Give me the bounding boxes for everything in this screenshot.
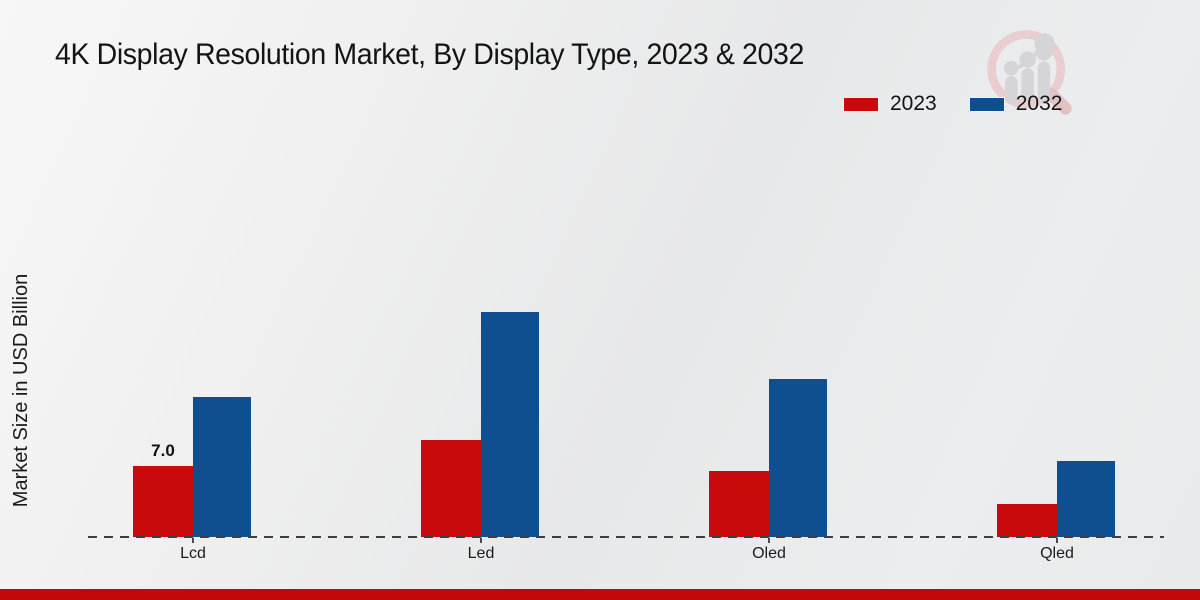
bar-2023-oled [709, 471, 769, 537]
category-label-lcd: Lcd [180, 545, 206, 562]
bar-2023-qled [997, 503, 1057, 537]
legend: 2023 2032 [843, 92, 1062, 116]
category-label-oled: Oled [752, 545, 786, 562]
legend-item-2032: 2032 [968, 92, 1063, 116]
x-axis-tick-qled [1056, 538, 1058, 543]
bar-2032-oled [769, 378, 827, 537]
x-axis-baseline [88, 536, 1164, 538]
legend-label-2023: 2023 [890, 92, 937, 115]
legend-label-2032: 2032 [1015, 92, 1063, 115]
bar-2023-lcd [133, 465, 193, 537]
legend-swatch-2023 [843, 96, 879, 112]
bar-2032-qled [1057, 460, 1115, 537]
chart-title: 4K Display Resolution Market, By Display… [55, 38, 804, 71]
bar-2032-lcd [193, 397, 251, 537]
x-axis-tick-oled [768, 538, 770, 543]
x-axis-tick-lcd [192, 538, 194, 543]
bar-value-label-2023-lcd: 7.0 [151, 440, 175, 460]
footer-accent-bar [0, 589, 1200, 600]
legend-item-2023: 2023 [843, 92, 937, 116]
category-label-led: Led [467, 545, 495, 562]
legend-swatch-2032 [968, 96, 1005, 112]
x-axis-tick-led [480, 538, 482, 543]
category-label-qled: Qled [1040, 545, 1074, 562]
magnifier-growth-chart-logo-icon [983, 25, 1079, 126]
bar-2032-led [481, 311, 539, 537]
bar-2023-led [421, 439, 481, 537]
